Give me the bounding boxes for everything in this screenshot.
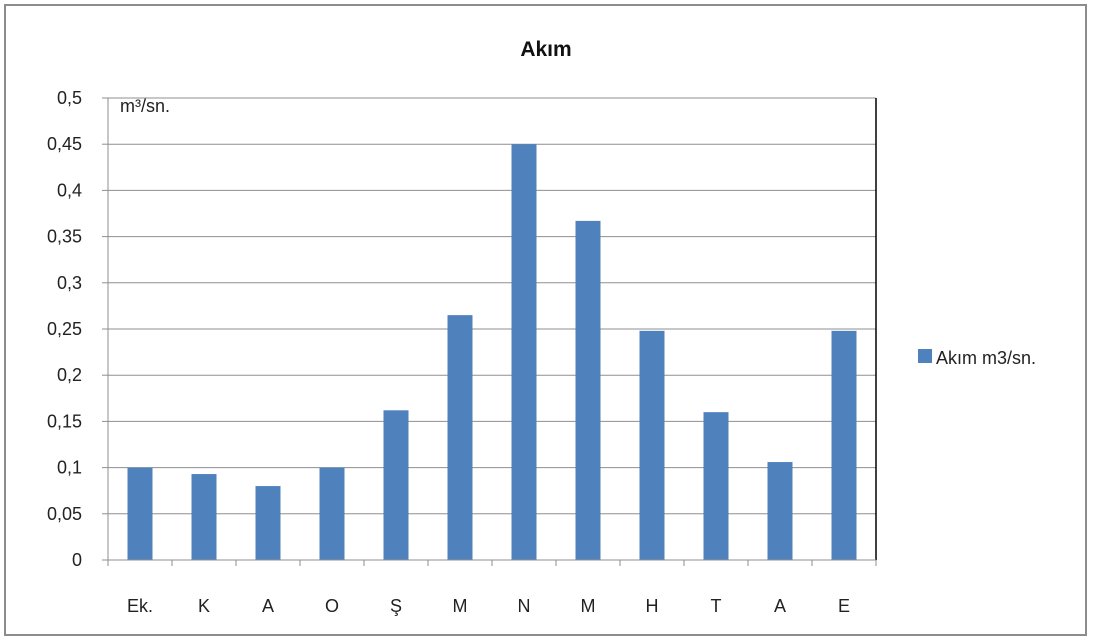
x-tick-label: K xyxy=(198,596,210,616)
bar xyxy=(127,467,153,560)
bar xyxy=(767,462,793,560)
y-tick-label: 0,35 xyxy=(47,227,82,247)
legend-label: Akım m3/sn. xyxy=(936,348,1036,368)
bar xyxy=(191,474,217,560)
legend-swatch xyxy=(918,349,932,363)
bar xyxy=(511,144,537,560)
bar xyxy=(831,330,857,560)
y-tick-label: 0,3 xyxy=(57,273,82,293)
bar xyxy=(319,467,345,560)
x-tick-label: N xyxy=(518,596,531,616)
y-tick-label: 0,4 xyxy=(57,180,82,200)
y-tick-label: 0,45 xyxy=(47,134,82,154)
x-tick-label: M xyxy=(581,596,596,616)
y-tick-label: 0,25 xyxy=(47,319,82,339)
bar xyxy=(255,486,281,560)
bar xyxy=(639,330,665,560)
y-tick-label: 0,5 xyxy=(57,88,82,108)
chart-frame xyxy=(4,4,1087,636)
y-tick-labels: 0 0,05 0,1 0,15 0,2 0,25 0,3 0,35 0,4 0,45 0,5 xyxy=(47,88,82,570)
y-tick-label: 0,1 xyxy=(57,458,82,478)
axes xyxy=(107,98,877,566)
y-tick-label: 0 xyxy=(72,550,82,570)
bar xyxy=(703,412,729,560)
x-tick-label: E xyxy=(838,596,850,616)
legend: Akım m3/sn. xyxy=(918,348,1036,368)
x-tick-label: Ş xyxy=(390,596,402,616)
x-tick-label: A xyxy=(774,596,786,616)
bars xyxy=(127,144,857,560)
x-tick-label: A xyxy=(262,596,274,616)
y-axis-unit-label: m³/sn. xyxy=(120,96,170,116)
y-tick-label: 0,05 xyxy=(47,504,82,524)
x-tick-label: H xyxy=(646,596,659,616)
gridlines xyxy=(102,97,876,561)
bar xyxy=(447,315,473,560)
y-tick-label: 0,15 xyxy=(47,411,82,431)
x-tick-label: O xyxy=(325,596,339,616)
bar xyxy=(383,410,409,560)
x-tick-label: M xyxy=(453,596,468,616)
x-tick-labels: Ek. K A O Ş M N M H T A E xyxy=(127,596,850,616)
y-tick-label: 0,2 xyxy=(57,365,82,385)
bar xyxy=(575,220,601,560)
chart-title: Akım xyxy=(520,38,571,61)
x-tick-label: T xyxy=(711,596,722,616)
x-tick-label: Ek. xyxy=(127,596,153,616)
